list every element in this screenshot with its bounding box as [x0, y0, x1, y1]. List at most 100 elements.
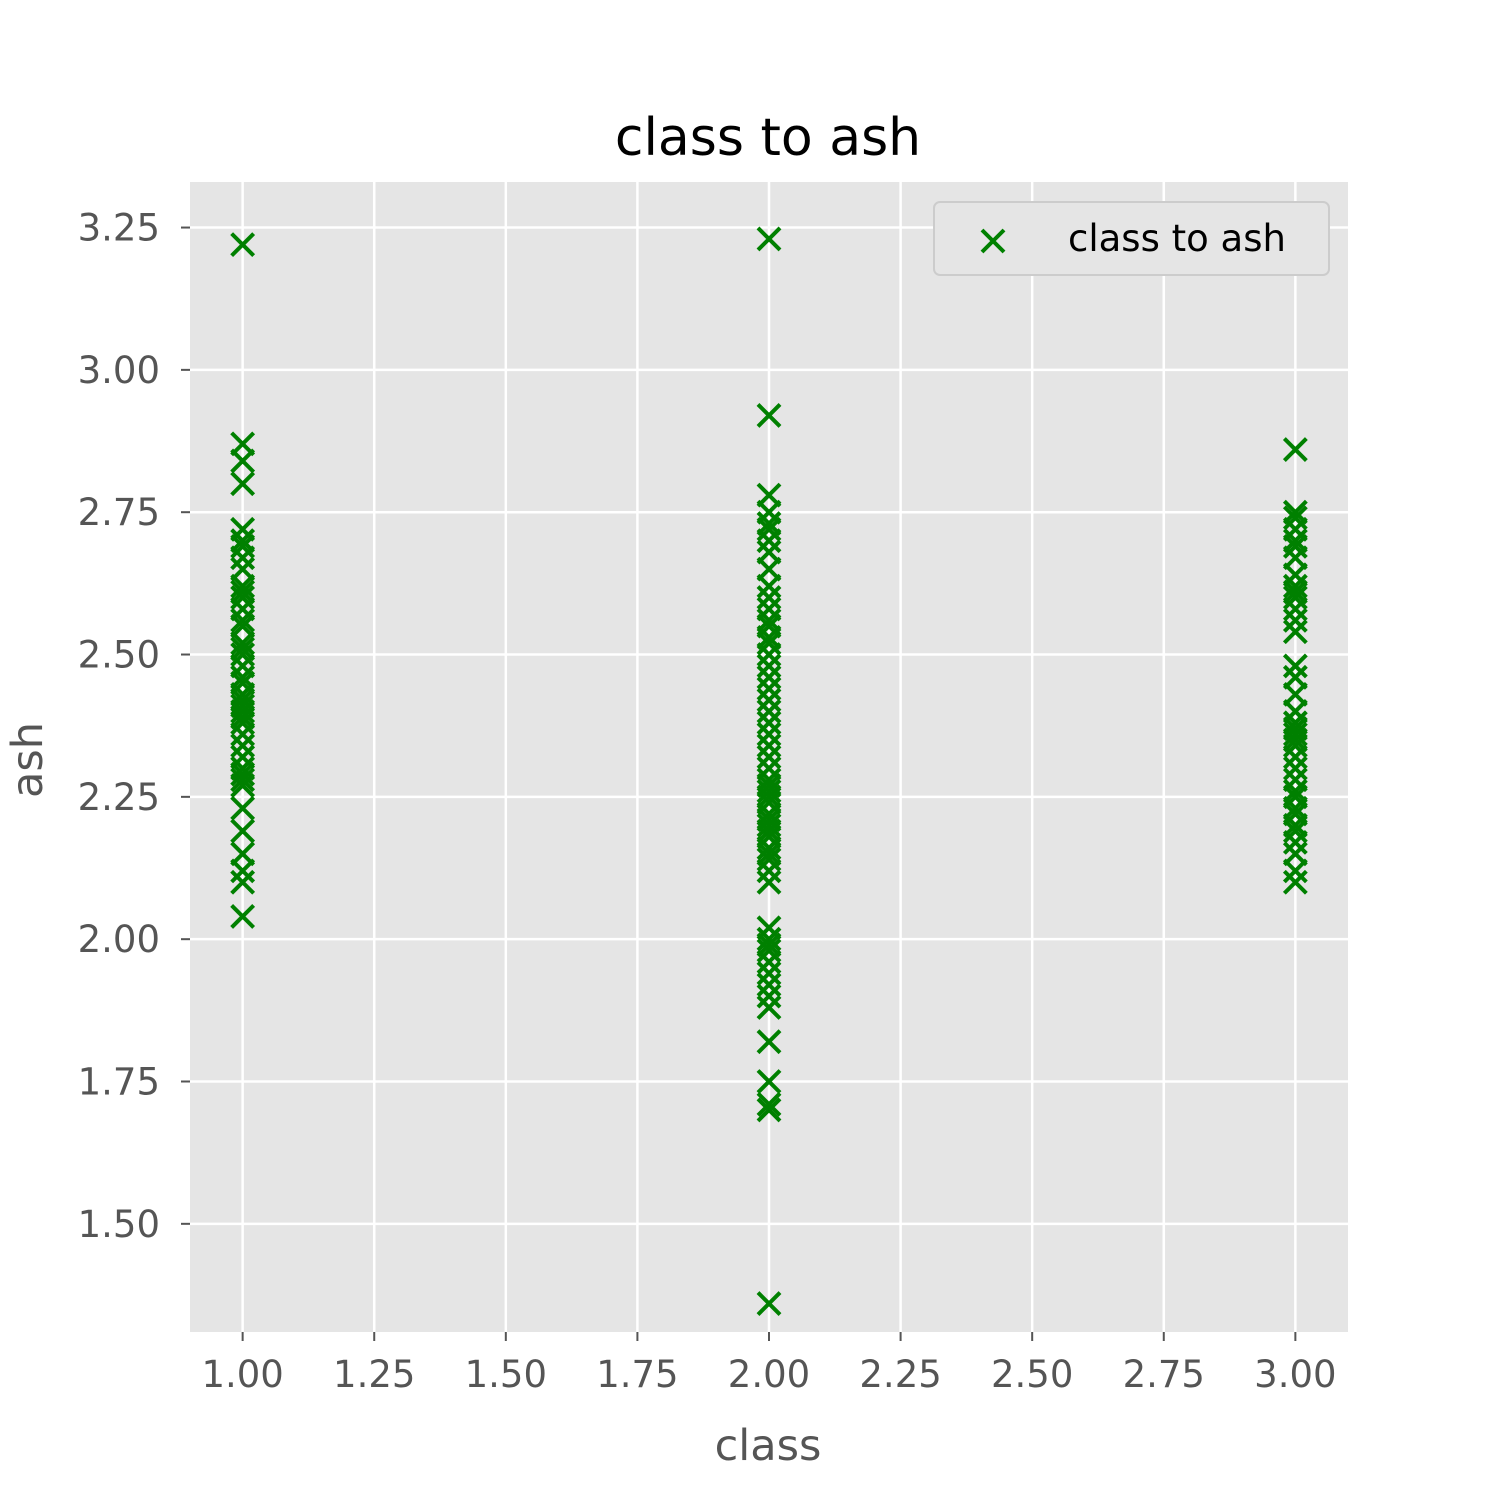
- data-point: [230, 630, 256, 656]
- data-point: [756, 653, 782, 679]
- data-point: [756, 710, 782, 736]
- data-point: [756, 642, 782, 667]
- x-axis-label: class: [715, 1421, 822, 1471]
- data-point: [756, 972, 782, 998]
- data-point: [756, 528, 782, 554]
- data-point: [756, 778, 782, 804]
- data-point: [230, 710, 256, 736]
- data-point: [756, 699, 782, 724]
- data-point: [1282, 653, 1308, 679]
- data-point: [1282, 437, 1308, 462]
- data-point: [1282, 505, 1308, 531]
- data-point: [756, 995, 782, 1020]
- data-point: [756, 812, 782, 838]
- data-point: [1282, 607, 1308, 633]
- legend: class to ash: [933, 201, 1330, 276]
- data-point: [230, 533, 256, 559]
- data-point: [1282, 744, 1308, 770]
- legend-marker-glyph: [980, 228, 1006, 254]
- x-tick-label: 1.75: [596, 1353, 678, 1396]
- data-point: [230, 869, 256, 895]
- data-point: [230, 448, 256, 474]
- data-point: [756, 516, 782, 542]
- data-point: [1282, 755, 1308, 781]
- data-point: [756, 1029, 782, 1055]
- y-tick-label: 3.00: [78, 349, 160, 392]
- chart-title: class to ash: [615, 108, 921, 168]
- data-points: [230, 226, 1308, 1316]
- data-point: [230, 607, 256, 633]
- data-point: [230, 585, 256, 611]
- data-point: [230, 773, 256, 798]
- data-point: [756, 1091, 782, 1117]
- y-tick-label: 2.50: [78, 634, 160, 677]
- data-point: [230, 721, 256, 747]
- data-point: [756, 733, 782, 759]
- x-tick-label: 1.50: [465, 1353, 547, 1396]
- y-tick-label: 1.75: [78, 1061, 160, 1104]
- x-tick-label: 1.25: [333, 1353, 415, 1396]
- data-point: [230, 642, 256, 667]
- data-point: [756, 1069, 782, 1094]
- data-point: [1282, 533, 1308, 559]
- data-point: [756, 983, 782, 1009]
- data-point: [230, 858, 256, 884]
- data-point: [756, 676, 782, 702]
- y-tick-label: 2.75: [78, 491, 160, 534]
- data-point: [756, 226, 782, 252]
- data-point: [1282, 721, 1308, 747]
- data-point: [230, 733, 256, 759]
- data-point: [230, 903, 256, 929]
- data-point: [230, 471, 256, 497]
- legend-box: [933, 201, 1330, 276]
- data-point: [756, 573, 782, 599]
- data-point: [230, 795, 256, 821]
- data-point: [230, 573, 256, 599]
- data-point: [1282, 869, 1308, 895]
- y-tick-label: 3.25: [78, 207, 160, 250]
- data-point: [756, 938, 782, 963]
- data-point: [756, 869, 782, 895]
- data-point: [756, 1097, 782, 1123]
- data-point: [1282, 573, 1308, 599]
- y-tick-label: 2.25: [78, 776, 160, 819]
- data-point: [756, 847, 782, 872]
- y-axis-label: ash: [3, 722, 53, 798]
- data-point: [1282, 619, 1308, 645]
- y-tick-label: 1.50: [78, 1203, 160, 1246]
- data-point: [1282, 596, 1308, 622]
- data-point: [756, 744, 782, 770]
- legend-marker: [980, 228, 1006, 254]
- x-tick-label: 2.50: [991, 1353, 1073, 1396]
- x-tick-label: 2.25: [859, 1353, 941, 1396]
- data-point: [230, 699, 256, 724]
- data-point: [756, 585, 782, 611]
- x-tick-label: 3.00: [1254, 1353, 1336, 1396]
- x-tick-label: 1.00: [201, 1353, 283, 1396]
- data-point: [230, 818, 256, 844]
- data-point: [230, 232, 256, 258]
- y-tick-label: 2.00: [78, 918, 160, 961]
- data-point: [1282, 733, 1308, 759]
- data-point: [756, 858, 782, 884]
- data-point: [756, 835, 782, 861]
- data-point: [230, 761, 256, 787]
- data-point: [1282, 585, 1308, 611]
- data-point: [230, 767, 256, 793]
- data-point: [756, 926, 782, 952]
- data-point: [756, 960, 782, 986]
- data-point: [756, 630, 782, 656]
- data-point: [756, 664, 782, 690]
- legend-label: class to ash: [1068, 217, 1286, 260]
- x-tick-label: 2.00: [728, 1353, 810, 1396]
- data-point: [756, 721, 782, 747]
- data-point: [230, 545, 256, 571]
- data-point: [1282, 829, 1308, 855]
- data-point: [1282, 818, 1308, 844]
- data-point: [756, 949, 782, 975]
- data-point: [756, 403, 782, 428]
- data-point: [756, 687, 782, 713]
- data-point: [756, 1291, 782, 1316]
- axis-ticks: 1.00 1.25 1.50 1.75 2.00 2.25 2.50 2.75 3.00 1.50…: [78, 207, 1337, 1396]
